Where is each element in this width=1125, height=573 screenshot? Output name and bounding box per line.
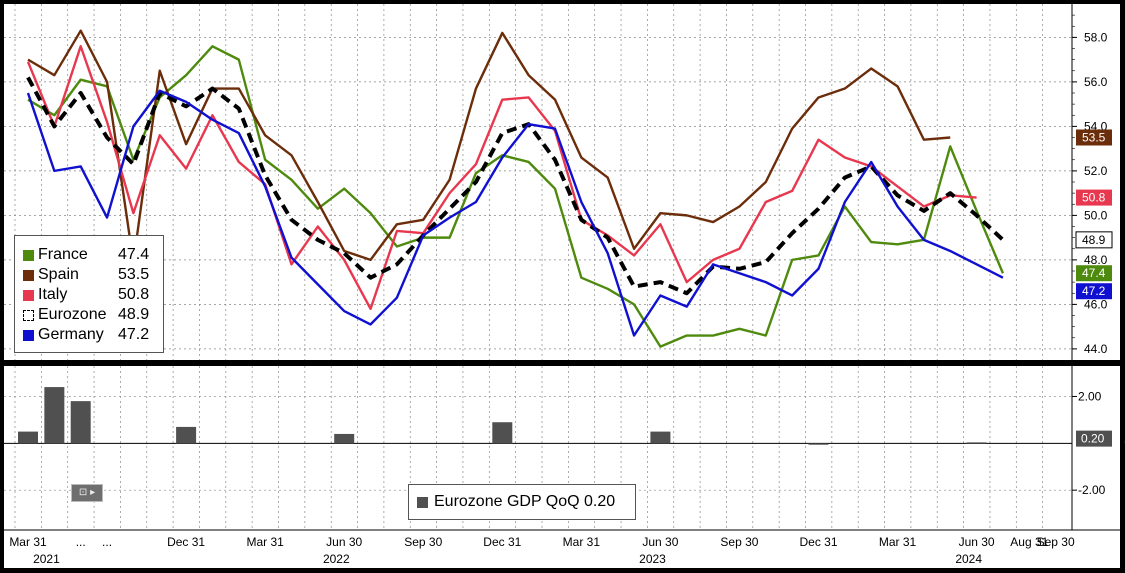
last-value-tag-germany: 47.2	[1076, 283, 1112, 300]
x-year-label: 2024	[955, 552, 982, 566]
gdp-bar	[176, 426, 197, 444]
legend-item-italy: Italy 50.8	[23, 285, 163, 305]
x-tick-label: Jun 30	[642, 535, 678, 549]
series-line-eurozone	[26, 76, 1005, 296]
y-tick-label: 56.0	[1084, 75, 1108, 89]
legend-swatch	[23, 309, 34, 321]
y-tick-label: -2.00	[1078, 483, 1106, 497]
last-value-tag-eurozone: 48.9	[1075, 231, 1113, 249]
top-panel	[4, 4, 1120, 360]
x-tick-label: Sep 30	[404, 535, 442, 549]
last-value-box	[1076, 189, 1112, 206]
gdp-legend-label: Eurozone GDP QoQ 0.20	[434, 493, 616, 510]
x-year-label: 2022	[323, 552, 350, 566]
legend-name: France	[38, 246, 88, 263]
x-tick-label: Mar 31	[9, 535, 47, 549]
legend-value: 48.9	[118, 306, 150, 323]
last-value-box	[1076, 265, 1112, 282]
gdp-bar	[70, 401, 91, 444]
y-tick-label: 46.0	[1084, 297, 1108, 311]
y-tick-label: 48.0	[1084, 253, 1108, 267]
x-tick-label: Dec 31	[799, 535, 837, 549]
legend-swatch	[23, 329, 34, 341]
y-tick-label: 44.0	[1084, 342, 1108, 356]
chart-legend: France 47.4 Spain 53.5 Italy 50.8 Eurozone 48.9…	[14, 235, 164, 353]
gdp-bar	[44, 387, 65, 444]
last-value-tag-italy: 50.8	[1076, 189, 1112, 206]
legend-name: Italy	[38, 286, 68, 303]
y-tick-label: 58.0	[1084, 30, 1108, 44]
x-tick-label: Jun 30	[326, 535, 362, 549]
legend-name: Spain	[38, 266, 79, 283]
x-tick-label: ...	[102, 535, 112, 549]
legend-item-eurozone: Eurozone 48.9	[23, 305, 163, 325]
legend-item-germany: Germany 47.2	[23, 325, 163, 345]
gdp-legend: Eurozone GDP QoQ 0.20	[408, 484, 636, 520]
last-value-box	[1076, 129, 1112, 146]
last-value-label: 48.9	[1082, 233, 1106, 247]
gdp-bar	[966, 442, 987, 444]
last-value-tag-france: 47.4	[1076, 265, 1112, 282]
x-axis-panel	[4, 530, 1120, 568]
x-tick-label: Mar 31	[879, 535, 917, 549]
legend-swatch	[23, 289, 34, 301]
gdp-bar	[808, 443, 829, 445]
gdp-last-value-label: 0.20	[1081, 432, 1105, 446]
x-tick-label: ...	[76, 535, 86, 549]
x-year-label: 2021	[33, 552, 60, 566]
last-value-label: 47.4	[1082, 266, 1106, 280]
legend-swatch	[23, 269, 34, 281]
x-year-label: 2023	[639, 552, 666, 566]
gdp-bar	[334, 433, 355, 444]
last-value-label: 53.5	[1082, 131, 1106, 145]
chart-type-icon[interactable]: ⊡ ▸	[71, 484, 103, 502]
gdp-bar	[492, 422, 513, 444]
x-tick-label: Dec 31	[483, 535, 521, 549]
gdp-bar	[18, 431, 38, 444]
x-tick-label: Jun 30	[959, 535, 995, 549]
last-value-label: 47.2	[1082, 284, 1106, 298]
x-tick-label: Mar 31	[246, 535, 284, 549]
x-tick-label: Mar 31	[563, 535, 601, 549]
x-tick-label: Dec 31	[167, 535, 205, 549]
last-value-box	[1076, 283, 1112, 300]
legend-item-france: France 47.4	[23, 245, 163, 265]
last-value-tag-spain: 53.5	[1076, 129, 1112, 146]
series-line-spain	[27, 29, 951, 264]
gdp-bar	[650, 431, 671, 444]
last-value-box	[1075, 231, 1113, 249]
x-tick-label: Sep 30	[720, 535, 758, 549]
gdp-last-value-box	[1076, 430, 1112, 447]
legend-name: Eurozone	[38, 306, 107, 323]
series-line-germany	[26, 89, 1004, 337]
x-tick-label: Sep 30	[1037, 535, 1075, 549]
legend-swatch	[23, 249, 34, 261]
legend-value: 53.5	[118, 266, 150, 283]
legend-value: 47.2	[118, 326, 150, 343]
series-line-italy	[26, 45, 977, 311]
legend-value: 50.8	[118, 286, 150, 303]
legend-name: Germany	[38, 326, 104, 343]
legend-value: 47.4	[118, 246, 150, 263]
legend-item-spain: Spain 53.5	[23, 265, 163, 285]
x-tick-label: Aug 31	[1010, 535, 1048, 549]
last-value-label: 50.8	[1082, 191, 1106, 205]
y-tick-label: 52.0	[1084, 164, 1108, 178]
y-tick-label: 2.00	[1078, 389, 1102, 403]
y-tick-label: 50.0	[1084, 208, 1108, 222]
gdp-legend-swatch	[417, 496, 428, 508]
